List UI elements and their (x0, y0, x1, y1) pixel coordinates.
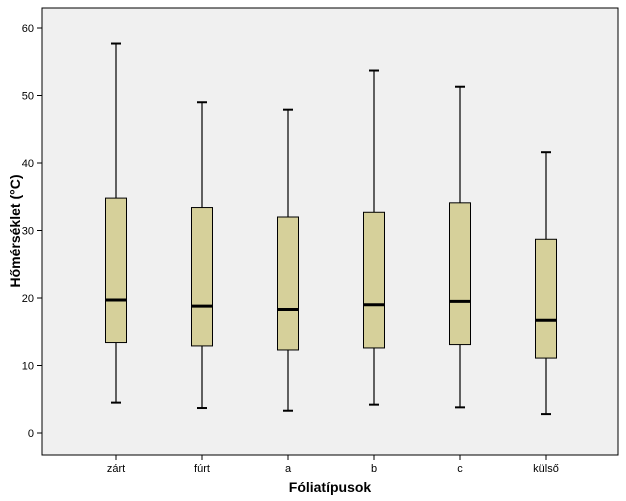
iqr-box (535, 238, 557, 359)
y-tick-label: 0 (28, 428, 34, 440)
y-tick-label: 30 (22, 226, 34, 238)
x-tick-label: külső (533, 463, 559, 475)
x-axis-title: Fóliatípusok (289, 479, 372, 495)
x-tick-label: zárt (107, 463, 125, 475)
x-tick-label: a (285, 463, 292, 475)
iqr-box (191, 207, 213, 347)
y-tick-label: 50 (22, 91, 34, 103)
boxes-layer (105, 42, 557, 416)
box-5 (535, 151, 557, 416)
y-axis-title: Hőmérséklet (°C) (7, 175, 23, 288)
iqr-box (277, 216, 299, 351)
box-3 (363, 69, 385, 406)
iqr-box (363, 211, 385, 349)
x-tick-label: b (371, 463, 377, 475)
plot-area (41, 7, 619, 456)
box-1 (191, 101, 213, 410)
box-0 (105, 42, 127, 404)
iqr-box (449, 202, 471, 346)
y-tick-label: 20 (22, 293, 34, 305)
y-tick-label: 10 (22, 361, 34, 373)
iqr-box (105, 197, 127, 344)
box-4 (449, 85, 471, 409)
x-tick-label: c (457, 463, 463, 475)
y-axis: 0 10 20 30 40 50 60 (22, 23, 42, 440)
x-tick-label: fúrt (194, 463, 210, 475)
y-tick-label: 40 (22, 158, 34, 170)
box-2 (277, 108, 299, 412)
y-tick-label: 60 (22, 23, 34, 35)
x-axis: zárt fúrt a b c külső (107, 455, 559, 475)
